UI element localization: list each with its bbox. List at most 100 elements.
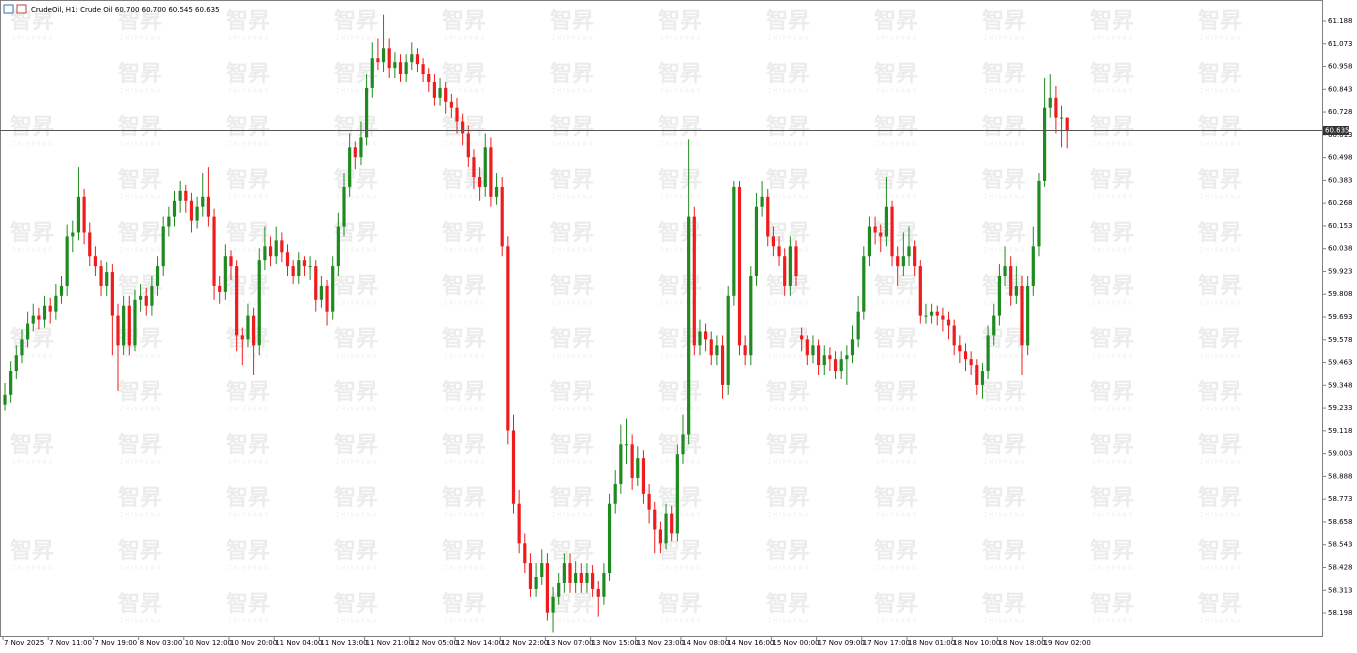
watermark-text: ZHISHENG bbox=[1200, 89, 1242, 95]
watermark-logo: 智昇 bbox=[1198, 379, 1242, 405]
candle-body bbox=[331, 266, 335, 312]
watermark-logo: 智昇 bbox=[550, 114, 594, 140]
y-tick-label: 58.198 bbox=[1328, 609, 1353, 617]
watermark-logo: 智昇 bbox=[550, 538, 594, 564]
candle-body bbox=[551, 596, 555, 613]
watermark-logo: 智昇 bbox=[118, 61, 162, 87]
watermark-logo: 智昇 bbox=[226, 538, 270, 564]
watermark-text: ZHISHENG bbox=[120, 460, 162, 466]
candle-body bbox=[432, 81, 436, 98]
candle-body bbox=[771, 236, 775, 247]
candle-body bbox=[308, 266, 312, 268]
watermark-text: ZHISHENG bbox=[768, 566, 810, 572]
candle-body bbox=[749, 276, 753, 356]
watermark-logo: 智昇 bbox=[10, 114, 54, 140]
watermark-text: ZHISHENG bbox=[12, 248, 54, 254]
candle-body bbox=[274, 240, 278, 257]
watermark-logo: 智昇 bbox=[226, 432, 270, 458]
watermark-text: ZHISHENG bbox=[876, 301, 918, 307]
candle-body bbox=[178, 190, 182, 201]
candle-body bbox=[1009, 266, 1013, 296]
watermark-text: ZHISHENG bbox=[228, 354, 270, 360]
plot-frame bbox=[0, 0, 1323, 637]
x-tick-label: 18 Nov 18:00 bbox=[998, 639, 1045, 647]
candle-body bbox=[1059, 117, 1064, 119]
y-tick-label: 59.348 bbox=[1328, 381, 1353, 389]
watermark-text: ZHISHENG bbox=[120, 89, 162, 95]
watermark-logo: 智昇 bbox=[118, 432, 162, 458]
chart-title: CrudeOil, H1: Crude Oil 60.700 60.700 60… bbox=[31, 6, 220, 14]
watermark-text: ZHISHENG bbox=[1200, 142, 1242, 148]
candle-body bbox=[381, 48, 386, 63]
x-tick-label: 19 Nov 02:00 bbox=[1044, 639, 1091, 647]
y-tick-label: 58.658 bbox=[1328, 518, 1353, 526]
watermark-text: ZHISHENG bbox=[768, 248, 810, 254]
candle-body bbox=[930, 311, 934, 316]
candle-body bbox=[461, 121, 465, 134]
watermark-text: ZHISHENG bbox=[876, 248, 918, 254]
watermark-text: ZHISHENG bbox=[552, 513, 594, 519]
watermark-text: ZHISHENG bbox=[120, 142, 162, 148]
x-tick-label: 11 Nov 21:00 bbox=[366, 639, 413, 647]
candle-body bbox=[907, 246, 911, 257]
watermark-text: ZHISHENG bbox=[336, 566, 378, 572]
candle-body bbox=[116, 315, 120, 346]
candle-body bbox=[144, 295, 148, 306]
candle-body bbox=[229, 256, 233, 267]
x-tick-label: 13 Nov 23:00 bbox=[637, 639, 684, 647]
watermark-text: ZHISHENG bbox=[1092, 619, 1134, 625]
watermark-text: ZHISHENG bbox=[228, 36, 270, 42]
watermark-text: ZHISHENG bbox=[984, 460, 1026, 466]
candle-body bbox=[636, 458, 640, 478]
watermark-text: ZHISHENG bbox=[12, 566, 54, 572]
watermark-text: ZHISHENG bbox=[228, 407, 270, 413]
candle-body bbox=[557, 582, 561, 597]
candle-body bbox=[195, 206, 199, 221]
candle-body bbox=[675, 454, 679, 534]
watermark-text: ZHISHENG bbox=[876, 460, 918, 466]
watermark-text: ZHISHENG bbox=[444, 513, 486, 519]
watermark-text: ZHISHENG bbox=[1200, 354, 1242, 360]
watermark-text: ZHISHENG bbox=[444, 566, 486, 572]
watermark-text: ZHISHENG bbox=[660, 513, 702, 519]
watermark-logo: 智昇 bbox=[982, 485, 1026, 511]
watermark-text: ZHISHENG bbox=[1200, 513, 1242, 519]
watermark-logo: 智昇 bbox=[658, 167, 702, 193]
candle-body bbox=[698, 331, 702, 346]
watermark-text: ZHISHENG bbox=[336, 513, 378, 519]
watermark-text: ZHISHENG bbox=[984, 142, 1026, 148]
price-label-bg bbox=[1323, 125, 1349, 135]
y-tick-label: 58.428 bbox=[1328, 563, 1353, 571]
candle-body bbox=[1065, 117, 1069, 131]
watermark-text: ZHISHENG bbox=[336, 36, 378, 42]
candle-body bbox=[754, 206, 759, 277]
watermark-logo: 智昇 bbox=[766, 61, 810, 87]
watermark-logo: 智昇 bbox=[1090, 379, 1134, 405]
watermark-text: ZHISHENG bbox=[660, 566, 702, 572]
candle-body bbox=[658, 529, 662, 544]
watermark-logo: 智昇 bbox=[766, 114, 810, 140]
y-tick-label: 58.773 bbox=[1328, 495, 1353, 503]
watermark-logo: 智昇 bbox=[334, 432, 378, 458]
candle-body bbox=[963, 351, 968, 360]
watermark-text: ZHISHENG bbox=[552, 142, 594, 148]
watermark-text: ZHISHENG bbox=[876, 36, 918, 42]
watermark-logo: 智昇 bbox=[334, 220, 378, 246]
candle-body bbox=[1043, 107, 1047, 181]
watermark-logo: 智昇 bbox=[118, 273, 162, 299]
watermark-text: ZHISHENG bbox=[444, 142, 486, 148]
price-label: 60.635 bbox=[1325, 126, 1350, 134]
candle-body bbox=[410, 54, 414, 63]
watermark-text: ZHISHENG bbox=[120, 619, 162, 625]
watermark-logo: 智昇 bbox=[442, 379, 486, 405]
watermark-text: ZHISHENG bbox=[876, 513, 918, 519]
x-tick-label: 10 Nov 20:00 bbox=[230, 639, 277, 647]
watermark-logo: 智昇 bbox=[226, 379, 270, 405]
watermark-text: ZHISHENG bbox=[660, 195, 702, 201]
candle-body bbox=[591, 573, 595, 589]
x-tick-label: 15 Nov 00:00 bbox=[772, 639, 819, 647]
watermark-logo: 智昇 bbox=[226, 273, 270, 299]
watermark-text: ZHISHENG bbox=[228, 248, 270, 254]
candle-body bbox=[421, 64, 425, 75]
watermark-logo: 智昇 bbox=[766, 432, 810, 458]
